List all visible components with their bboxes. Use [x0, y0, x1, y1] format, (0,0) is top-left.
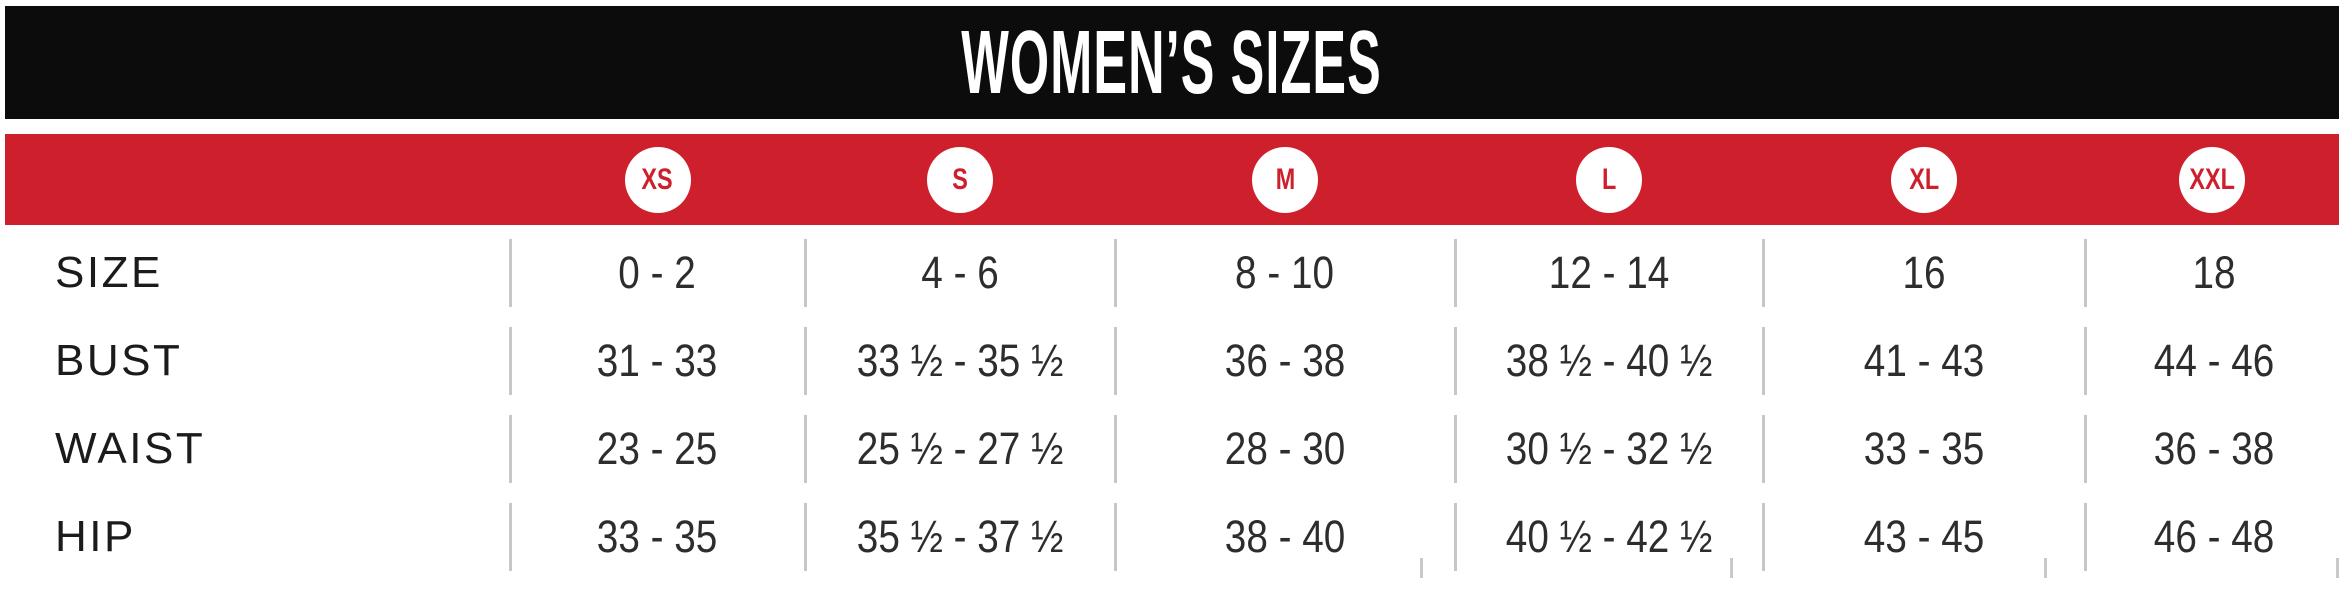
cell-waist-xs: 23 - 25 — [509, 405, 805, 493]
size-badge-xxl-label: XXL — [2189, 162, 2235, 196]
cell-bust-xl: 41 - 43 — [1762, 317, 2085, 405]
cell-bust-xs: 31 - 33 — [509, 317, 805, 405]
cell-hip-xl: 43 - 45 — [1762, 493, 2085, 581]
row-header-size: SIZE — [55, 248, 163, 297]
cell-size-xl: 16 — [1762, 229, 2085, 317]
cell-hip-xs: 33 - 35 — [509, 493, 805, 581]
cell-size-l: 12 - 14 — [1454, 229, 1763, 317]
size-badge-s: S — [927, 146, 993, 213]
table-row-bust: BUST 31 - 33 33 ½ - 35 ½ 36 - 38 38 ½ - … — [0, 317, 2344, 405]
cell-bust-m: 36 - 38 — [1114, 317, 1455, 405]
size-badge-xxl: XXL — [2179, 146, 2245, 213]
size-badge-xs: XS — [624, 146, 691, 213]
size-badge-xl-label: XL — [1909, 162, 1939, 196]
cell-size-s: 4 - 6 — [804, 229, 1115, 317]
cell-waist-xl: 33 - 35 — [1762, 405, 2085, 493]
cropped-divider-tick — [1420, 558, 1423, 578]
chart-title-bar: WOMEN’S SIZES — [5, 6, 2339, 119]
cropped-divider-tick — [2336, 558, 2339, 578]
cell-hip-m: 38 - 40 — [1114, 493, 1455, 581]
cell-waist-xxl: 36 - 38 — [2084, 405, 2344, 493]
size-badge-l-label: L — [1601, 162, 1617, 196]
cell-size-m: 8 - 10 — [1114, 229, 1455, 317]
cell-bust-s: 33 ½ - 35 ½ — [804, 317, 1115, 405]
size-badge-l: L — [1576, 146, 1642, 213]
cell-hip-xxl: 46 - 48 — [2084, 493, 2344, 581]
size-badge-s-label: S — [952, 162, 968, 196]
cell-bust-xxl: 44 - 46 — [2084, 317, 2344, 405]
cell-bust-l: 38 ½ - 40 ½ — [1454, 317, 1763, 405]
size-header-row: XS S M L XL XXL — [5, 134, 2339, 225]
measurement-table: SIZE 0 - 2 4 - 6 8 - 10 12 - 14 16 18 BU… — [0, 229, 2344, 581]
table-row-hip: HIP 33 - 35 35 ½ - 37 ½ 38 - 40 40 ½ - 4… — [0, 493, 2344, 581]
table-row-waist: WAIST 23 - 25 25 ½ - 27 ½ 28 - 30 30 ½ -… — [0, 405, 2344, 493]
size-badge-xl: XL — [1891, 146, 1957, 213]
cell-hip-l: 40 ½ - 42 ½ — [1454, 493, 1763, 581]
cell-size-xs: 0 - 2 — [509, 229, 805, 317]
cell-size-xxl: 18 — [2084, 229, 2344, 317]
row-header-bust: BUST — [55, 336, 183, 385]
size-badge-xs-label: XS — [641, 162, 674, 196]
chart-title: WOMEN’S SIZES — [961, 12, 1383, 113]
row-header-hip: HIP — [55, 512, 136, 561]
cell-waist-s: 25 ½ - 27 ½ — [804, 405, 1115, 493]
cropped-divider-tick — [2044, 558, 2047, 578]
size-badge-m-label: M — [1275, 162, 1295, 196]
cell-waist-l: 30 ½ - 32 ½ — [1454, 405, 1763, 493]
table-row-size: SIZE 0 - 2 4 - 6 8 - 10 12 - 14 16 18 — [0, 229, 2344, 317]
row-header-waist: WAIST — [55, 424, 206, 473]
cropped-divider-tick — [1730, 558, 1733, 578]
cell-waist-m: 28 - 30 — [1114, 405, 1455, 493]
cell-hip-s: 35 ½ - 37 ½ — [804, 493, 1115, 581]
size-badge-m: M — [1252, 146, 1318, 213]
